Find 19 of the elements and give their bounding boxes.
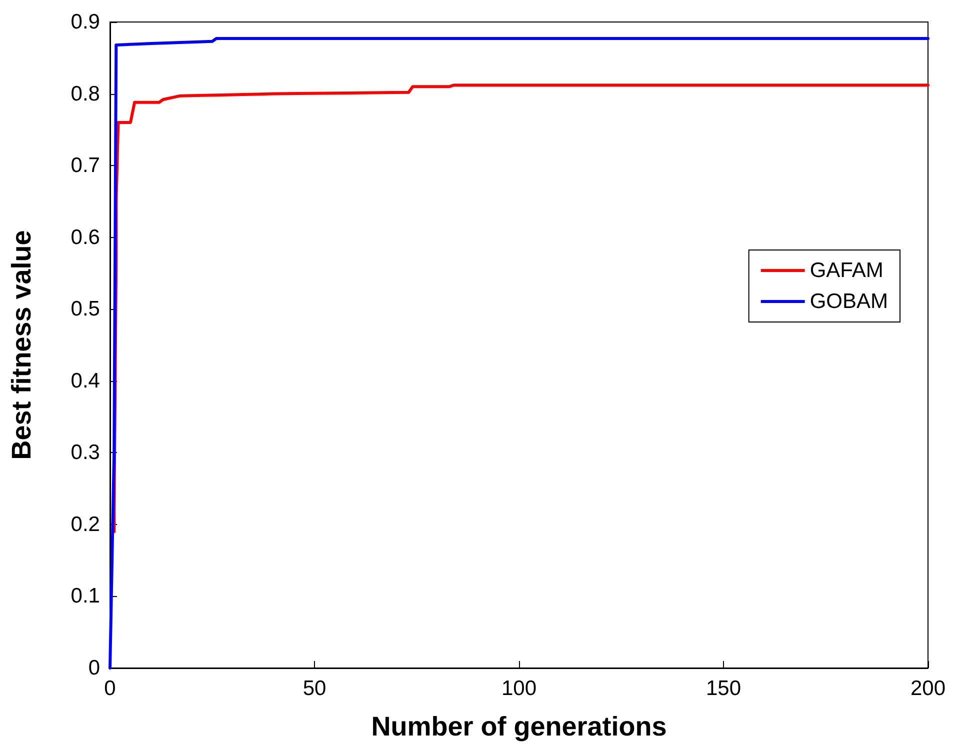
y-tick-label: 0.5 bbox=[70, 298, 100, 321]
legend-label: GOBAM bbox=[810, 290, 888, 313]
x-tick-label: 150 bbox=[706, 677, 742, 700]
x-tick-label: 0 bbox=[104, 677, 116, 700]
x-tick-label: 200 bbox=[910, 677, 946, 700]
y-tick-label: 0.7 bbox=[70, 154, 100, 178]
y-tick-label: 0.4 bbox=[70, 369, 100, 392]
y-tick-label: 0.9 bbox=[70, 10, 100, 34]
y-axis-title: Best fitness value bbox=[6, 230, 36, 460]
y-tick-label: 0.3 bbox=[70, 441, 100, 464]
y-tick-label: 0.1 bbox=[70, 584, 100, 608]
y-tick-label: 0.6 bbox=[70, 226, 100, 249]
y-tick-label: 0 bbox=[88, 656, 100, 680]
x-axis-title: Number of generations bbox=[371, 712, 667, 742]
y-tick-label: 0.8 bbox=[70, 82, 100, 106]
x-tick-label: 100 bbox=[501, 677, 537, 700]
legend-label: GAFAM bbox=[810, 259, 884, 282]
y-tick-label: 0.2 bbox=[70, 512, 100, 536]
x-tick-label: 50 bbox=[302, 677, 326, 700]
